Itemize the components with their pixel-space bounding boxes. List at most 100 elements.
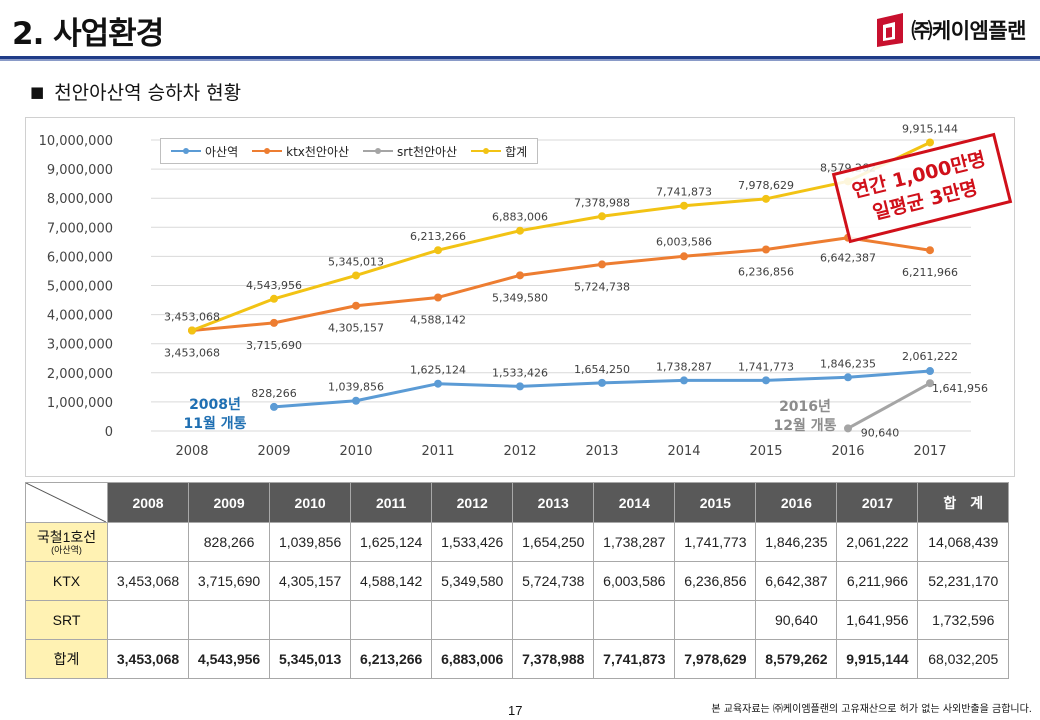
table-cell: 1,846,235 [755,522,838,562]
legend-label: 합계 [505,144,528,159]
data-label: 6,213,266 [410,230,466,243]
table-cell: 1,533,426 [431,522,514,562]
row-sublabel-text: (아산역) [51,545,82,555]
data-point [516,226,524,235]
table-cell: 9,915,144 [836,639,919,679]
data-point [598,212,606,221]
table-cell: 52,231,170 [917,561,1009,601]
data-label: 1,641,956 [932,382,988,395]
table-cell: 1,738,287 [593,522,676,562]
x-tick-label: 2009 [257,444,290,459]
table-cell: 5,349,580 [431,561,514,601]
data-label: 3,453,068 [164,347,220,360]
table-cell: 3,453,068 [106,639,190,679]
data-point [434,246,442,255]
data-label: 1,039,856 [328,381,384,394]
table-cell: 8,579,262 [755,639,838,679]
data-label: 6,883,006 [492,211,548,224]
table-header-cell: 2016 [755,482,838,523]
callout-2016-line-1: 2016년 [779,399,831,415]
y-tick-label: 9,000,000 [47,163,113,178]
data-label: 7,978,629 [738,179,794,192]
data-point [598,260,606,269]
table-cell [674,600,757,640]
table-cell: 1,641,956 [836,600,919,640]
data-point [844,424,852,433]
diagonal-line-icon [26,483,106,522]
data-point [844,373,852,382]
table-cell: 6,883,006 [431,639,514,679]
table-cell: 6,642,387 [755,561,838,601]
data-label: 6,211,966 [902,266,958,279]
data-label: 1,654,250 [574,363,630,376]
table-cell: 7,978,629 [674,639,757,679]
legend-item: srt천안아산 [363,143,457,160]
legend-item: ktx천안아산 [252,143,349,160]
data-point [188,326,196,335]
table-cell [106,522,190,562]
table-header-cell: 2013 [512,482,595,523]
data-point [434,293,442,302]
asan-station-opening-callout: 2008년 11월 개통 [170,396,260,434]
data-label: 5,345,013 [328,255,384,268]
y-tick-label: 0 [105,425,113,440]
row-label-text: 합계 [53,651,80,667]
y-tick-label: 10,000,000 [39,134,113,149]
table-corner-cell [25,482,108,523]
data-label: 5,724,738 [574,280,630,293]
table-header-cell: 2014 [593,482,676,523]
table-row: 국철1호선 (아산역) 828,266 1,039,856 1,625,124 1,533… [25,522,1009,562]
table-cell: 6,236,856 [674,561,757,601]
table-cell: 3,453,068 [106,561,190,601]
x-tick-label: 2017 [913,444,946,459]
legend-swatch [471,146,502,156]
data-point [680,252,688,261]
table-cell: 6,213,266 [350,639,433,679]
legend-item: 아산역 [171,143,238,160]
data-point [680,376,688,385]
table-cell: 5,345,013 [269,639,352,679]
legend-swatch [171,146,201,156]
y-tick-label: 4,000,000 [47,309,113,324]
table-cell: 68,032,205 [917,639,1009,679]
page-title: 2. 사업환경 [12,16,164,52]
table-cell: 90,640 [755,600,838,640]
x-tick-label: 2013 [585,444,618,459]
table-cell: 6,211,966 [836,561,919,601]
callout-2008-line-2: 11월 개통 [183,416,247,432]
y-tick-label: 5,000,000 [47,280,113,295]
data-point [926,367,934,376]
legend-item: 합계 [471,143,527,160]
data-point [516,382,524,391]
y-tick-label: 8,000,000 [47,192,113,207]
data-label: 6,236,856 [738,266,794,279]
table-row: KTX 3,453,068 3,715,690 4,305,157 4,588,142 5… [25,561,1009,601]
x-tick-label: 2012 [503,444,536,459]
header-divider [0,56,1040,59]
slide-header: 2. 사업환경 ㈜케이엠플랜 [0,0,1040,62]
table-cell: 4,543,956 [188,639,271,679]
data-label: 6,642,387 [820,252,876,265]
x-tick-label: 2016 [831,444,864,459]
table-cell [269,600,352,640]
data-point [598,378,606,387]
y-tick-label: 7,000,000 [47,221,113,236]
data-point [434,379,442,388]
data-label: 2,061,222 [902,350,958,363]
data-label: 1,741,773 [738,360,794,373]
y-tick-label: 3,000,000 [47,338,113,353]
table-cell: 828,266 [188,522,271,562]
ridership-table: 2008 2009 2010 2011 2012 2013 2014 2015 2016 2017… [25,482,1009,679]
data-point [762,376,770,385]
table-cell: 4,588,142 [350,561,433,601]
data-point [926,138,934,147]
table-cell: 1,741,773 [674,522,757,562]
data-label: 828,266 [251,387,297,400]
data-label: 4,543,956 [246,279,302,292]
table-cell: 1,625,124 [350,522,433,562]
company-logo: ㈜케이엠플랜 [877,10,1026,50]
data-point [680,201,688,210]
table-cell [593,600,676,640]
table-row-label: SRT [25,600,108,640]
y-tick-label: 2,000,000 [47,367,113,382]
